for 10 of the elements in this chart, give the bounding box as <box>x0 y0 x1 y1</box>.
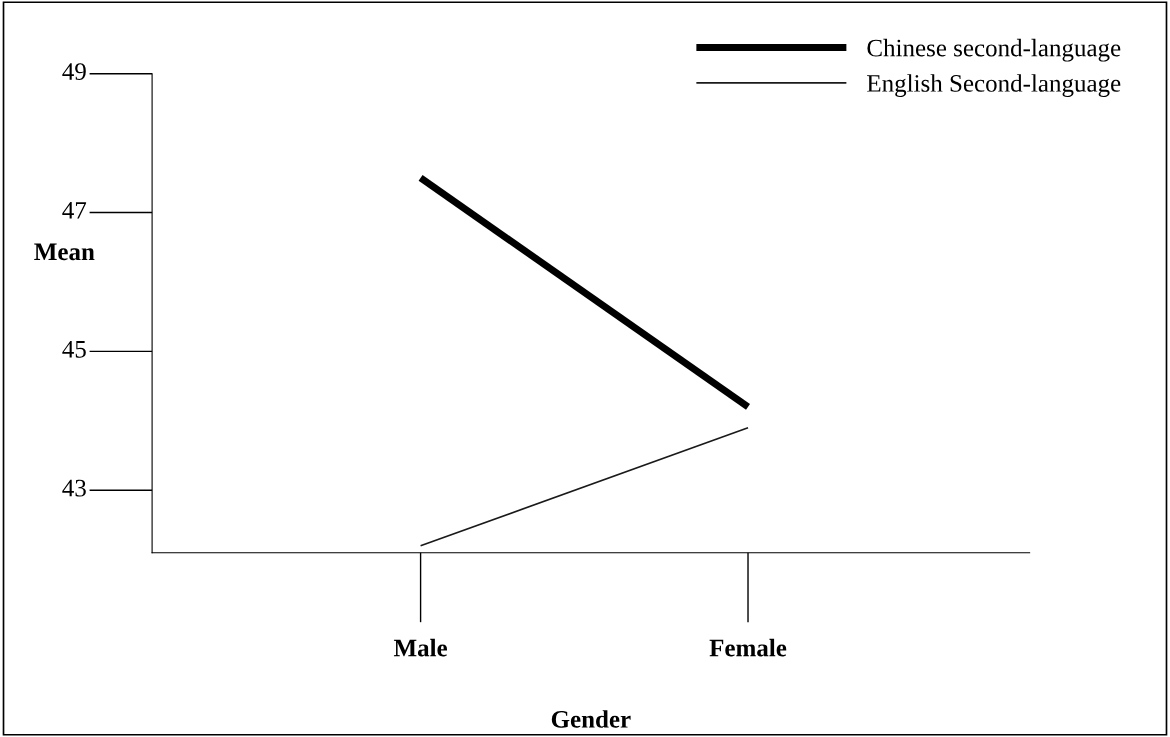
y-tick-label: 49 <box>62 63 86 80</box>
text: Chinese second-language <box>867 38 1121 62</box>
x-tick-label: Male <box>393 638 448 657</box>
x-tick-label: Female <box>709 638 787 657</box>
text: English Second-language <box>867 74 1121 97</box>
y-axis-title: Mean <box>34 243 95 261</box>
y-tick-label: 43 <box>62 479 86 497</box>
y-tick-label: 47 <box>62 202 87 219</box>
y-tick-label: 45 <box>62 340 86 358</box>
x-axis-title: Gender <box>551 710 631 728</box>
